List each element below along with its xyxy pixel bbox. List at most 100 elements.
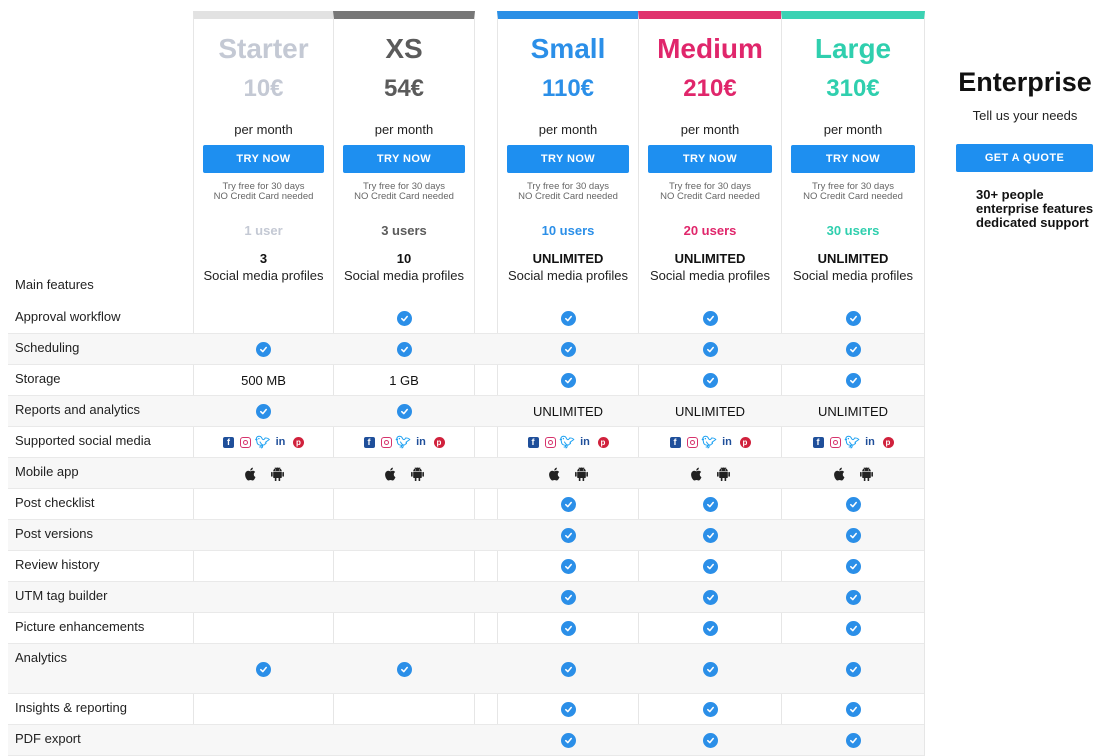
check-circle-icon <box>702 733 718 748</box>
check-circle-icon <box>845 311 861 326</box>
feature-cell <box>781 725 925 756</box>
feature-row: Post checklist <box>8 489 924 520</box>
check-circle-icon <box>845 702 861 717</box>
feature-cell: f 🐦︎ in p <box>333 427 475 458</box>
feature-label: Picture enhancements <box>15 619 145 634</box>
plan-profiles-label: Social media profiles <box>203 268 324 283</box>
check-circle-icon <box>702 311 718 326</box>
feature-cell <box>497 551 639 582</box>
feature-cell <box>333 725 475 756</box>
try-now-button[interactable]: TRY NOW <box>648 145 772 173</box>
feature-label: Mobile app <box>15 464 79 479</box>
check-circle-icon <box>702 661 718 677</box>
feature-label: Reports and analytics <box>15 402 141 417</box>
feature-row: UTM tag builder <box>8 582 924 613</box>
feature-cell <box>638 365 782 396</box>
check-circle-icon <box>256 661 271 677</box>
apple-icon <box>549 467 560 480</box>
feature-cell <box>333 551 475 582</box>
enterprise-title: Enterprise <box>958 67 1092 97</box>
mobile-platforms <box>244 466 284 481</box>
instagram-icon <box>686 437 698 448</box>
facebook-icon: f <box>812 437 824 448</box>
instagram-icon <box>829 437 841 448</box>
feature-cell <box>497 303 639 334</box>
check-circle-icon <box>702 373 718 388</box>
plan-large: Large 310€ per month TRY NOW Try free fo… <box>781 19 925 299</box>
apple-icon <box>244 467 255 480</box>
feature-row: Scheduling <box>8 334 924 365</box>
mobile-platforms <box>690 466 730 481</box>
android-icon <box>411 466 424 481</box>
feature-cell <box>193 520 334 551</box>
feature-row: Approval workflow <box>8 303 924 334</box>
feature-row: Analytics <box>8 644 924 694</box>
instagram-icon <box>544 437 556 448</box>
feature-cell <box>333 644 475 694</box>
trial-line: NO Credit Card needed <box>213 191 314 202</box>
plan-medium: Medium 210€ per month TRY NOW Try free f… <box>638 19 782 299</box>
trial-line: NO Credit Card needed <box>660 191 760 202</box>
linkedin-icon: in <box>275 436 286 448</box>
plan-period: per month <box>374 122 434 137</box>
plan-name: XS <box>385 33 423 64</box>
android-icon <box>860 466 873 481</box>
facebook-icon: f <box>363 437 375 448</box>
feature-label: Post versions <box>15 526 94 541</box>
check-circle-icon <box>256 404 271 419</box>
feature-cell <box>333 334 475 365</box>
plan-xs: XS 54€ per month TRY NOW Try free for 30… <box>333 19 475 299</box>
mobile-platforms <box>833 466 873 481</box>
try-now-button[interactable]: TRY NOW <box>507 145 629 173</box>
plan-period: per month <box>680 122 740 137</box>
feature-cell <box>638 644 782 694</box>
plan-trial-note: Try free for 30 days NO Credit Card need… <box>638 182 782 202</box>
feature-cell <box>193 582 334 613</box>
feature-cell <box>333 582 475 613</box>
linkedin-icon: in <box>580 436 590 448</box>
instagram-icon <box>380 437 392 448</box>
feature-row: Insights & reporting <box>8 694 924 725</box>
instagram-icon <box>240 437 251 448</box>
feature-cell <box>638 551 782 582</box>
feature-cell <box>193 613 334 644</box>
feature-cell <box>333 613 475 644</box>
feature-cell <box>638 334 782 365</box>
feature-cell: UNLIMITED <box>781 396 925 427</box>
feature-cell <box>497 725 639 756</box>
feature-row: Post versions <box>8 520 924 551</box>
check-circle-icon <box>560 559 576 574</box>
social-icons: f 🐦︎ in p <box>223 435 304 449</box>
check-circle-icon <box>845 590 861 605</box>
feature-cell <box>781 365 925 396</box>
try-now-button[interactable]: TRY NOW <box>203 145 324 173</box>
feature-cell <box>333 520 475 551</box>
plan-period: per month <box>538 122 598 137</box>
check-circle-icon <box>845 373 861 388</box>
apple-icon <box>834 467 845 480</box>
linkedin-icon: in <box>722 436 732 448</box>
pinterest-icon: p <box>433 437 445 448</box>
feature-cell <box>497 644 639 694</box>
get-a-quote-button[interactable]: GET A QUOTE <box>956 144 1093 172</box>
feature-cell <box>497 489 639 520</box>
try-now-button[interactable]: TRY NOW <box>791 145 915 173</box>
feature-cell: f 🐦︎ in p <box>193 427 334 458</box>
social-icons: f 🐦︎ in p <box>363 436 445 448</box>
feature-cell <box>497 582 639 613</box>
feature-row: Review history <box>8 551 924 582</box>
feature-label: Supported social media <box>15 433 151 448</box>
twitter-icon: 🐦︎ <box>254 435 271 449</box>
pinterest-icon: p <box>293 437 304 448</box>
trial-line: Try free for 30 days <box>362 181 445 192</box>
trial-line: Try free for 30 days <box>526 181 609 192</box>
social-icons: f 🐦︎ in p <box>669 436 751 448</box>
feature-row: Storage 500 MB 1 GB <box>8 365 924 396</box>
plan-profiles-count: 3 <box>259 251 268 266</box>
plan-period: per month <box>823 122 883 137</box>
try-now-button[interactable]: TRY NOW <box>343 145 465 173</box>
feature-cell <box>497 694 639 725</box>
feature-cell: f 🐦︎ in p <box>497 427 639 458</box>
feature-label: Scheduling <box>15 340 80 355</box>
facebook-icon: f <box>223 437 234 448</box>
